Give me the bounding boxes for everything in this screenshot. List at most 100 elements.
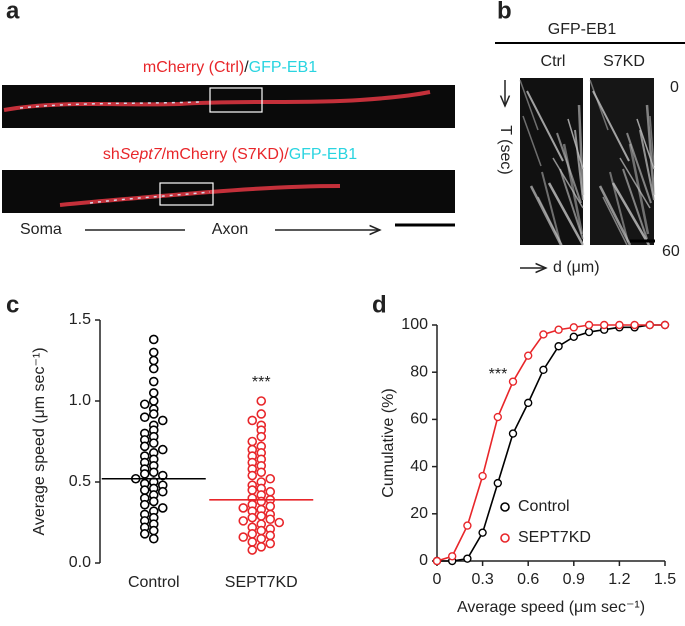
data-point — [256, 511, 267, 521]
data-point — [139, 412, 150, 423]
data-point — [615, 320, 624, 330]
comet-track — [529, 185, 563, 246]
data-point — [274, 517, 285, 528]
data-point — [247, 436, 258, 447]
kymo-title: GFP-EB1 — [548, 21, 617, 38]
roi-box — [209, 87, 263, 113]
data-point — [524, 351, 533, 360]
data-point — [493, 478, 502, 488]
y-tick-label: 40 — [410, 458, 428, 475]
comet-track — [519, 79, 539, 131]
kymographs — [519, 78, 656, 246]
data-point — [463, 554, 472, 563]
comet-track — [522, 115, 542, 167]
x-tick-label: SEPT7KD — [225, 574, 298, 591]
time-label: 0 — [670, 79, 679, 96]
data-point — [148, 525, 159, 536]
data-point — [508, 377, 518, 386]
title-part: /mCherry (S7KD)/ — [162, 146, 290, 163]
comet-track — [622, 168, 648, 240]
soma-label: Soma — [20, 221, 62, 238]
panel-label: d — [372, 291, 387, 318]
data-point — [148, 363, 159, 374]
data-point — [645, 320, 654, 330]
series-line — [436, 324, 665, 562]
comet-track — [598, 185, 632, 246]
y-tick-label: 100 — [401, 316, 428, 333]
x-tick-label: 0.9 — [563, 571, 585, 588]
data-point — [148, 334, 159, 345]
y-tick-label: 60 — [410, 411, 428, 428]
data-point — [148, 409, 159, 419]
y-tick-label: 0.0 — [69, 554, 91, 571]
kymograph — [520, 78, 583, 245]
comet-track — [639, 129, 655, 201]
panel-label: c — [6, 291, 19, 318]
x-tick-label: 1.2 — [608, 571, 630, 588]
data-point — [247, 529, 258, 539]
y-tick-label: 20 — [410, 505, 428, 522]
data-point — [265, 501, 276, 512]
data-point — [148, 388, 159, 398]
data-point — [256, 409, 267, 419]
comet-track — [645, 104, 656, 196]
comet-track — [628, 143, 650, 235]
image-title: mCherry (Ctrl)/GFP-EB1 — [143, 59, 317, 76]
comet-track — [552, 157, 584, 209]
data-point — [139, 485, 150, 495]
title-part: mCherry (Ctrl) — [143, 59, 244, 76]
comet-track — [577, 104, 585, 196]
data-point — [432, 556, 442, 566]
data-point — [238, 532, 249, 542]
data-point — [265, 514, 276, 525]
data-point — [660, 320, 670, 330]
data-point — [148, 467, 159, 478]
data-point — [630, 320, 639, 330]
legend-marker — [500, 533, 510, 543]
comet-track — [574, 129, 584, 201]
y-tick-label: 0 — [419, 552, 428, 569]
legend-marker — [500, 502, 510, 512]
comet-track — [602, 196, 628, 246]
comet-track — [562, 143, 584, 235]
comet-track — [547, 182, 585, 246]
data-point — [554, 325, 563, 334]
comet-track — [619, 157, 651, 209]
annotation: *** — [489, 366, 508, 383]
micrograph — [2, 85, 455, 128]
x-tick-label: 0.3 — [471, 571, 493, 588]
comet-track — [526, 90, 564, 162]
lane-label: Ctrl — [541, 53, 566, 70]
eb1-comets — [19, 101, 201, 109]
data-point — [247, 537, 258, 547]
data-point — [584, 327, 594, 337]
y-tick-label: 0.5 — [69, 473, 91, 490]
data-point — [508, 429, 518, 438]
title-part: GFP-EB1 — [289, 146, 358, 163]
data-point — [148, 438, 159, 448]
data-point — [478, 528, 487, 537]
data-point — [600, 320, 609, 330]
data-point — [139, 469, 150, 479]
data-point — [524, 398, 533, 408]
data-point — [247, 415, 258, 426]
panel-label: b — [497, 0, 512, 24]
image-title: shSept7/mCherry (S7KD)/GFP-EB1 — [103, 146, 357, 163]
time-label: 60 — [662, 243, 680, 260]
data-point — [478, 471, 487, 481]
data-point — [569, 332, 578, 341]
title-part: sh — [103, 146, 120, 163]
title-part: Sept7 — [120, 146, 163, 163]
comet-track — [559, 168, 584, 240]
data-point — [157, 444, 168, 455]
data-point — [238, 516, 249, 526]
data-point — [265, 486, 276, 497]
title-part: / — [244, 59, 249, 76]
x-tick-label: 0.6 — [517, 571, 539, 588]
data-point — [148, 376, 159, 387]
y-tick-label: 1.0 — [69, 392, 91, 409]
data-point — [463, 521, 472, 530]
data-point — [157, 503, 168, 513]
data-point — [247, 485, 258, 495]
